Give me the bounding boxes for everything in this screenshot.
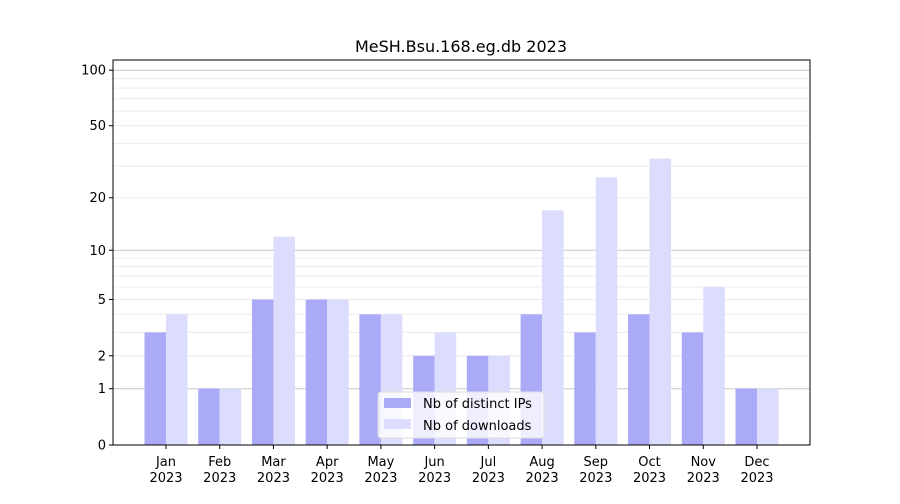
x-tick-label-year: 2023 [687,471,720,486]
y-tick-label: 100 [81,64,106,79]
x-tick-label-year: 2023 [149,471,182,486]
y-tick-label: 50 [89,119,106,134]
y-tick-label: 10 [89,244,106,259]
x-tick-label-month: Jul [480,455,497,470]
x-tick-label-year: 2023 [526,471,559,486]
bar-distinct-ips [681,332,704,445]
bar-downloads [542,210,564,445]
bar-downloads [757,388,779,445]
x-tick-label-year: 2023 [364,471,397,486]
bar-downloads [219,388,242,445]
plot-frame [112,59,811,446]
x-tick-label-year: 2023 [633,471,666,486]
bar-distinct-ips [574,332,596,445]
x-tick-label-month: Mar [261,455,286,470]
bar-downloads [166,314,188,445]
x-tick-label-year: 2023 [740,471,773,486]
y-tick-label: 1 [98,382,106,397]
x-tick-label-month: Aug [529,455,554,470]
y-tick-label: 2 [98,349,106,364]
x-tick-label-month: Nov [691,455,717,470]
bar-distinct-ips [198,388,220,445]
legend-label-downloads: Nb of downloads [423,419,532,434]
bar-distinct-ips [251,299,274,445]
x-tick-label-month: Sep [584,455,609,470]
bar-distinct-ips [305,299,328,445]
legend-label-ips: Nb of distinct IPs [423,397,532,412]
bar-distinct-ips [735,388,757,445]
bar-distinct-ips [144,332,166,445]
x-tick-label-year: 2023 [257,471,290,486]
x-tick-label-year: 2023 [579,471,612,486]
legend-swatch-ips [384,398,411,408]
bar-downloads [703,286,725,445]
x-tick-label-month: Feb [208,455,231,470]
x-tick-label-month: Oct [638,455,660,470]
bar-downloads [273,236,295,445]
x-tick-label-month: Jun [423,455,444,470]
chart-title: MeSH.Bsu.168.eg.db 2023 [355,37,567,56]
legend-box [377,391,545,439]
legend: Nb of distinct IPs Nb of downloads [377,391,545,439]
bar-downloads [327,299,349,445]
x-tick-label-month: May [367,455,394,470]
y-tick-label: 0 [98,439,106,454]
bar-distinct-ips [359,314,381,445]
x-tick-label-year: 2023 [418,471,451,486]
bar-downloads [595,177,618,445]
legend-swatch-downloads [384,419,411,429]
x-tick-label-month: Dec [744,455,769,470]
x-tick-label-month: Apr [316,455,339,470]
x-tick-label-year: 2023 [311,471,344,486]
y-tick-label: 5 [98,293,106,308]
bar-distinct-ips [628,314,650,445]
x-tick-label-year: 2023 [203,471,236,486]
x-tick-label-year: 2023 [472,471,505,486]
x-tick-label-month: Jan [155,455,176,470]
y-tick-label: 20 [89,191,106,206]
bar-downloads [649,158,672,445]
